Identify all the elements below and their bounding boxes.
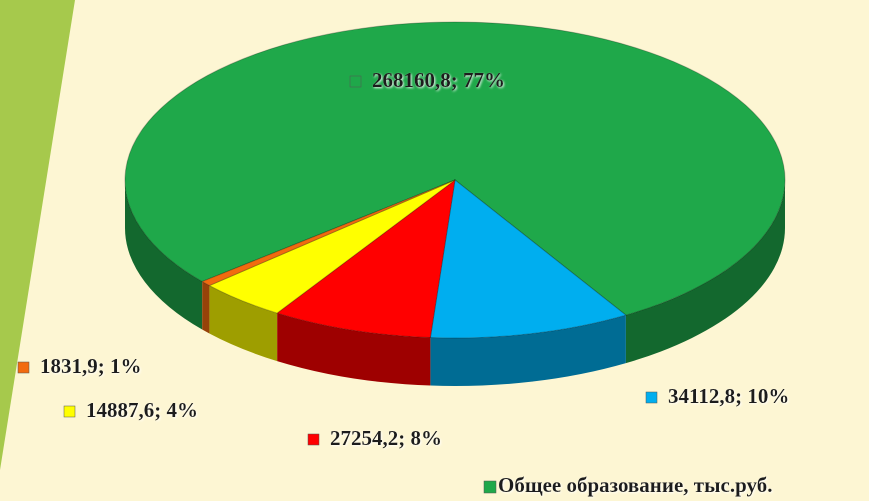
slice-side (202, 281, 210, 334)
slice (429, 179, 627, 339)
data-label: 27254,2; 8% (330, 426, 442, 450)
slice (124, 21, 786, 316)
label-marker (349, 75, 362, 88)
pie (124, 21, 786, 387)
legend-marker (483, 480, 497, 494)
label-marker (645, 391, 658, 404)
data-label: 14887,6; 4% (86, 398, 198, 422)
slice (276, 178, 456, 339)
data-label: 34112,8; 10% (668, 384, 789, 408)
labels: 268160,8; 77% 34112,8; 10% 27254,2; 8% 1488… (17, 68, 789, 497)
slice-side (125, 180, 203, 330)
slice (201, 179, 456, 287)
data-label: 268160,8; 77% (372, 68, 505, 92)
slice-side (277, 313, 431, 386)
slice-side (430, 315, 626, 387)
slice-side (625, 180, 785, 364)
label-marker (63, 405, 76, 418)
data-label: 1831,9; 1% (40, 354, 142, 378)
slice-side (209, 285, 278, 362)
slice (208, 179, 456, 314)
legend-label: Общее образование, тыс.руб. (498, 473, 772, 497)
side-stripe (0, 0, 75, 470)
label-marker (17, 361, 30, 374)
label-marker (307, 433, 320, 446)
